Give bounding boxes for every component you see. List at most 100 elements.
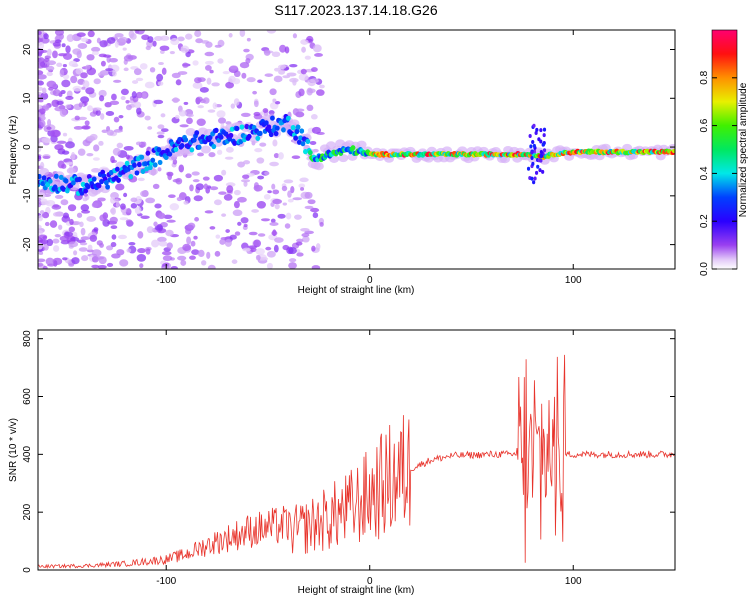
- spectrogram-noise-blob: [243, 160, 251, 165]
- snr-frame: [37, 329, 676, 571]
- spectrogram-noise-blob: [137, 177, 145, 182]
- spectrogram-noise-blob: [156, 131, 165, 135]
- spectrogram-noise-blob: [309, 140, 317, 145]
- spectrogram-ridge-cell: [307, 149, 313, 156]
- spectrogram-noise-blob: [161, 67, 167, 75]
- spectrogram-ridge-cell: [285, 115, 291, 121]
- spectrogram-noise-blob: [38, 86, 44, 92]
- colorbar: 0.0 0.2 0.4 0.6 0.8 Normalized spectral ampl…: [699, 29, 749, 276]
- spectrogram-ridge-cell: [671, 148, 675, 154]
- spectrogram-noise-blob: [252, 90, 257, 95]
- spectrogram-noise-blob: [80, 37, 89, 42]
- spectrogram-noise-blob: [202, 97, 210, 104]
- spectrogram-noise-blob: [274, 101, 281, 105]
- spectrogram-spread-cell: [530, 176, 534, 181]
- spectrogram-spread-cell: [539, 149, 543, 154]
- spectrogram-noise-blob: [193, 195, 203, 202]
- spectrogram-noise-blob: [65, 104, 72, 109]
- spectrogram-noise-blob: [311, 126, 322, 134]
- spectrogram-ridge-cell: [268, 131, 274, 138]
- spectrogram-noise-blob: [183, 101, 189, 105]
- snr-ylabel: SNR (10 * v/v): [8, 418, 19, 482]
- spectrogram-noise-blob: [44, 221, 50, 227]
- spectrogram-ridge-cell: [147, 164, 153, 171]
- spectrogram-noise-blob: [123, 67, 129, 72]
- spectrogram-noise-blob: [101, 129, 108, 134]
- spectrogram-noise-blob: [287, 198, 294, 203]
- spectrogram-noise-blob: [316, 89, 325, 96]
- spectrogram-ridge-cell: [108, 169, 114, 176]
- spectrogram-noise-blob: [263, 49, 271, 56]
- spectrogram-noise-blob: [47, 119, 52, 127]
- spectrogram-noise-blob: [128, 241, 136, 246]
- spectrogram-noise-blob: [312, 212, 319, 219]
- spectrogram-noise-blob: [77, 42, 88, 50]
- spectrogram-noise-blob: [109, 57, 118, 63]
- spectrogram-noise-blob: [185, 33, 193, 40]
- spectrogram-spread-cell: [534, 130, 538, 135]
- spectrogram-noise-blob: [87, 105, 93, 112]
- spectrogram-noise-blob: [290, 186, 295, 194]
- spectrogram-noise-blob: [38, 224, 42, 230]
- spectrogram-noise-blob: [136, 107, 142, 115]
- snr-ytick-label: 400: [22, 446, 33, 463]
- spectrogram-noise-blob: [277, 64, 287, 70]
- snr-xtick-label: -100: [156, 576, 176, 587]
- spectrogram-noise-blob: [253, 100, 259, 108]
- spectrogram-noise-blob: [70, 152, 76, 160]
- spectrogram-noise-blob: [167, 173, 173, 181]
- spectrogram-noise-blob: [310, 114, 318, 120]
- spectrogram-noise-blob: [95, 109, 101, 116]
- spectrogram-noise-blob: [296, 252, 304, 257]
- spectrogram-noise-blob: [120, 96, 126, 101]
- spectrogram-noise-blob: [165, 229, 174, 237]
- spectrogram-noise-blob: [257, 233, 266, 237]
- spectrogram-noise-blob: [153, 99, 164, 105]
- spectrogram-spread-cell: [542, 133, 546, 138]
- spectrogram-noise-blob: [42, 265, 48, 269]
- spectrogram-noise-blob: [139, 263, 144, 269]
- spectrogram-ridge-cell: [194, 130, 200, 136]
- spectrogram-frame: [37, 29, 676, 270]
- spectrogram-ridge-cell: [99, 179, 104, 185]
- spectrogram-noise-blob: [272, 198, 283, 205]
- spectrogram-noise-blob: [45, 257, 55, 266]
- spectrogram-noise-blob: [217, 117, 227, 124]
- spectrogram-ridge-cell: [183, 137, 189, 143]
- spectrogram-noise-blob: [86, 135, 96, 142]
- spectrogram-spread-cell: [532, 143, 536, 148]
- spectrogram-noise-blob: [256, 200, 266, 209]
- spectrogram-noise-blob: [78, 116, 88, 121]
- spectrogram-noise-blob: [202, 176, 210, 181]
- spectrogram-noise-blob: [243, 181, 248, 187]
- spectrogram-noise-blob: [243, 48, 250, 53]
- spectrogram-noise-blob: [71, 257, 80, 265]
- spectrogram-noise-blob: [65, 45, 71, 54]
- spectrogram-noise-blob: [159, 49, 165, 54]
- spectrogram-noise-blob: [175, 177, 183, 185]
- spectrogram-noise-blob: [100, 60, 106, 67]
- spectrogram-noise-blob: [189, 255, 196, 260]
- spectrogram-ridge-cell: [303, 149, 308, 155]
- spectrogram-noise-blob: [295, 241, 303, 246]
- spectrogram-ytick-label: 20: [22, 44, 33, 56]
- spectrogram-noise-blob: [56, 140, 67, 144]
- spectrogram-noise-blob: [135, 141, 142, 146]
- spectrogram-ridge-cell: [294, 128, 300, 135]
- spectrogram-noise-blob: [91, 51, 100, 56]
- spectrogram-noise-blob: [304, 230, 314, 235]
- spectrogram-noise-blob: [110, 242, 117, 248]
- spectrogram-ridge-cell: [211, 143, 217, 150]
- spectrogram-noise-blob: [307, 79, 316, 87]
- spectrogram-noise-blob: [158, 213, 166, 219]
- spectrogram-noise-blob: [264, 73, 274, 77]
- spectrogram-noise-blob: [226, 185, 234, 194]
- spectrogram-noise-blob: [52, 204, 60, 208]
- spectrogram-noise-blob: [54, 144, 64, 151]
- spectrogram-spread-cell: [538, 168, 542, 173]
- spectrogram-noise-blob: [109, 216, 118, 224]
- colorbar-label: Normalized spectral amplitude: [738, 82, 749, 217]
- spectrogram-noise-blob: [52, 89, 61, 97]
- spectrogram-ridge-cell: [134, 170, 140, 176]
